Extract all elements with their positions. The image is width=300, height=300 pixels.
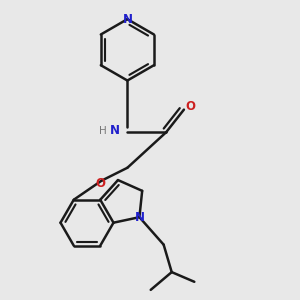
Text: O: O (185, 100, 195, 113)
Text: N: N (122, 13, 132, 26)
Text: H: H (99, 126, 107, 136)
Text: O: O (95, 177, 105, 190)
Text: N: N (134, 211, 144, 224)
Text: N: N (110, 124, 119, 137)
